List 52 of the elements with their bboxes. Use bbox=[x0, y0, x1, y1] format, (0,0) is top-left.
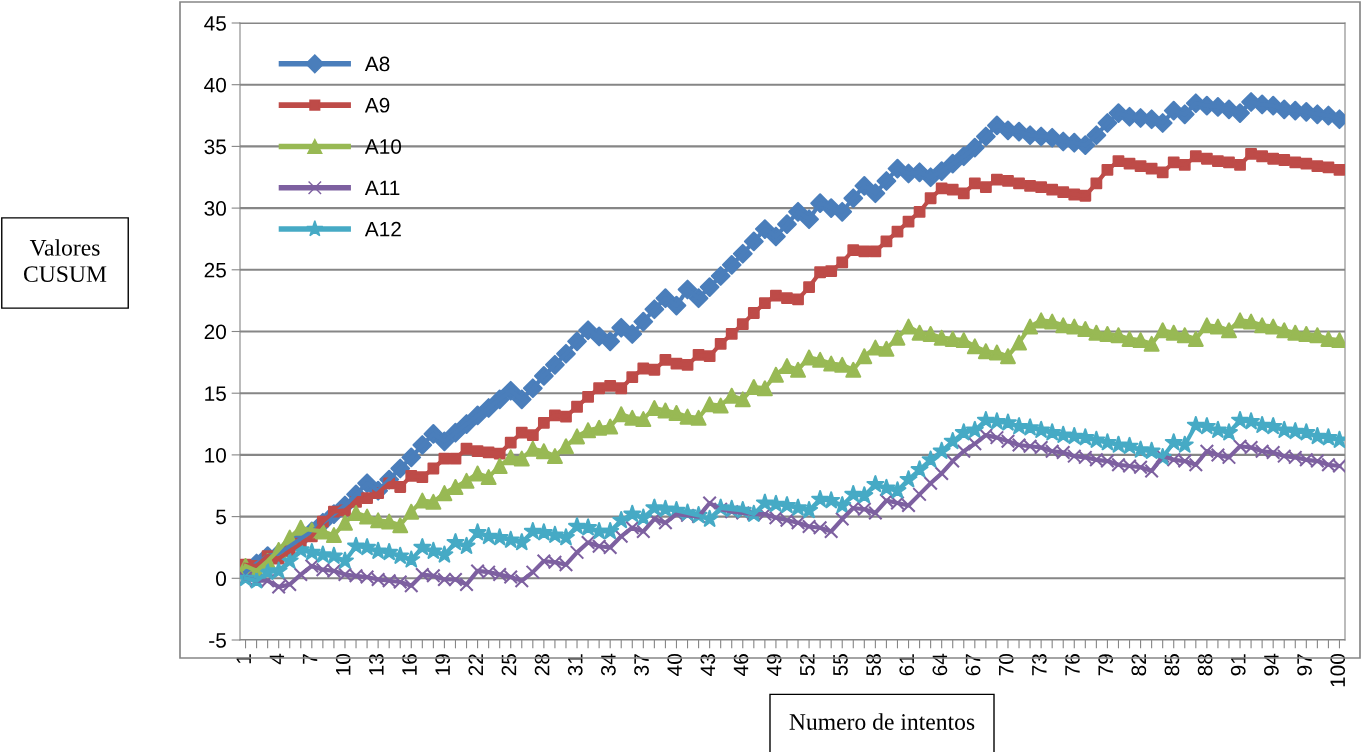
legend-label: A11 bbox=[364, 180, 400, 195]
x-tick-label: 13 bbox=[368, 654, 384, 675]
x-tick-label: 4 bbox=[269, 653, 285, 665]
x-tick-label: 76 bbox=[1065, 654, 1080, 676]
x-tick-label: 46 bbox=[733, 654, 749, 676]
x-tick-label: 58 bbox=[866, 654, 881, 676]
y-tick-label: 10 bbox=[205, 447, 226, 463]
x-tick-label: 94 bbox=[1264, 653, 1279, 676]
x-tick-label: 43 bbox=[700, 654, 716, 676]
y-tick-label: 25 bbox=[204, 262, 226, 278]
legend-label: A10 bbox=[364, 139, 402, 154]
y-tick-label: 35 bbox=[204, 139, 226, 155]
x-axis-title: Numero de intentos bbox=[789, 713, 975, 730]
x-tick-label: 28 bbox=[534, 654, 550, 676]
y-tick-label: 40 bbox=[204, 77, 226, 93]
y-axis-title: Valores CUSUM bbox=[23, 239, 107, 283]
x-tick-label: 97 bbox=[1297, 654, 1312, 676]
x-tick-label: 64 bbox=[932, 653, 948, 676]
x-tick-label: 79 bbox=[1098, 654, 1114, 676]
y-tick-label: 30 bbox=[204, 201, 226, 216]
legend-label: A8 bbox=[364, 56, 390, 72]
x-tick-label: 73 bbox=[1031, 654, 1047, 676]
y-tick-label: 0 bbox=[216, 571, 226, 587]
x-tick-label: 91 bbox=[1230, 654, 1246, 676]
x-tick-label: 61 bbox=[899, 654, 915, 676]
x-tick-label: 22 bbox=[468, 654, 483, 676]
x-tick-label: 55 bbox=[833, 654, 848, 676]
x-tick-label: 52 bbox=[799, 654, 815, 676]
x-tick-label: 7 bbox=[302, 654, 318, 664]
x-tick-label: 70 bbox=[998, 654, 1014, 676]
legend-label: A9 bbox=[364, 97, 390, 113]
y-tick-label: -5 bbox=[209, 633, 226, 648]
x-tick-label: 82 bbox=[1131, 654, 1147, 676]
x-tick-label: 19 bbox=[435, 654, 451, 675]
x-tick-label: 100 bbox=[1330, 654, 1346, 687]
x-tick-label: 16 bbox=[402, 654, 417, 675]
x-tick-label: 40 bbox=[667, 654, 683, 676]
x-tick-label: 88 bbox=[1197, 654, 1213, 676]
x-tick-label: 31 bbox=[567, 654, 583, 676]
x-tick-label: 49 bbox=[766, 654, 782, 676]
x-tick-label: 34 bbox=[601, 653, 616, 676]
y-tick-label: 45 bbox=[204, 16, 226, 31]
y-tick-label: 15 bbox=[205, 386, 226, 401]
x-tick-label: 1 bbox=[236, 654, 251, 664]
y-tick-label: 5 bbox=[216, 509, 226, 525]
x-tick-label: 10 bbox=[335, 654, 351, 675]
x-tick-label: 67 bbox=[965, 654, 981, 676]
x-tick-label: 37 bbox=[634, 654, 649, 676]
legend-label: A12 bbox=[364, 221, 401, 237]
x-tick-label: 85 bbox=[1164, 654, 1180, 676]
y-tick-label: 20 bbox=[204, 324, 226, 340]
x-tick-label: 25 bbox=[501, 654, 517, 676]
